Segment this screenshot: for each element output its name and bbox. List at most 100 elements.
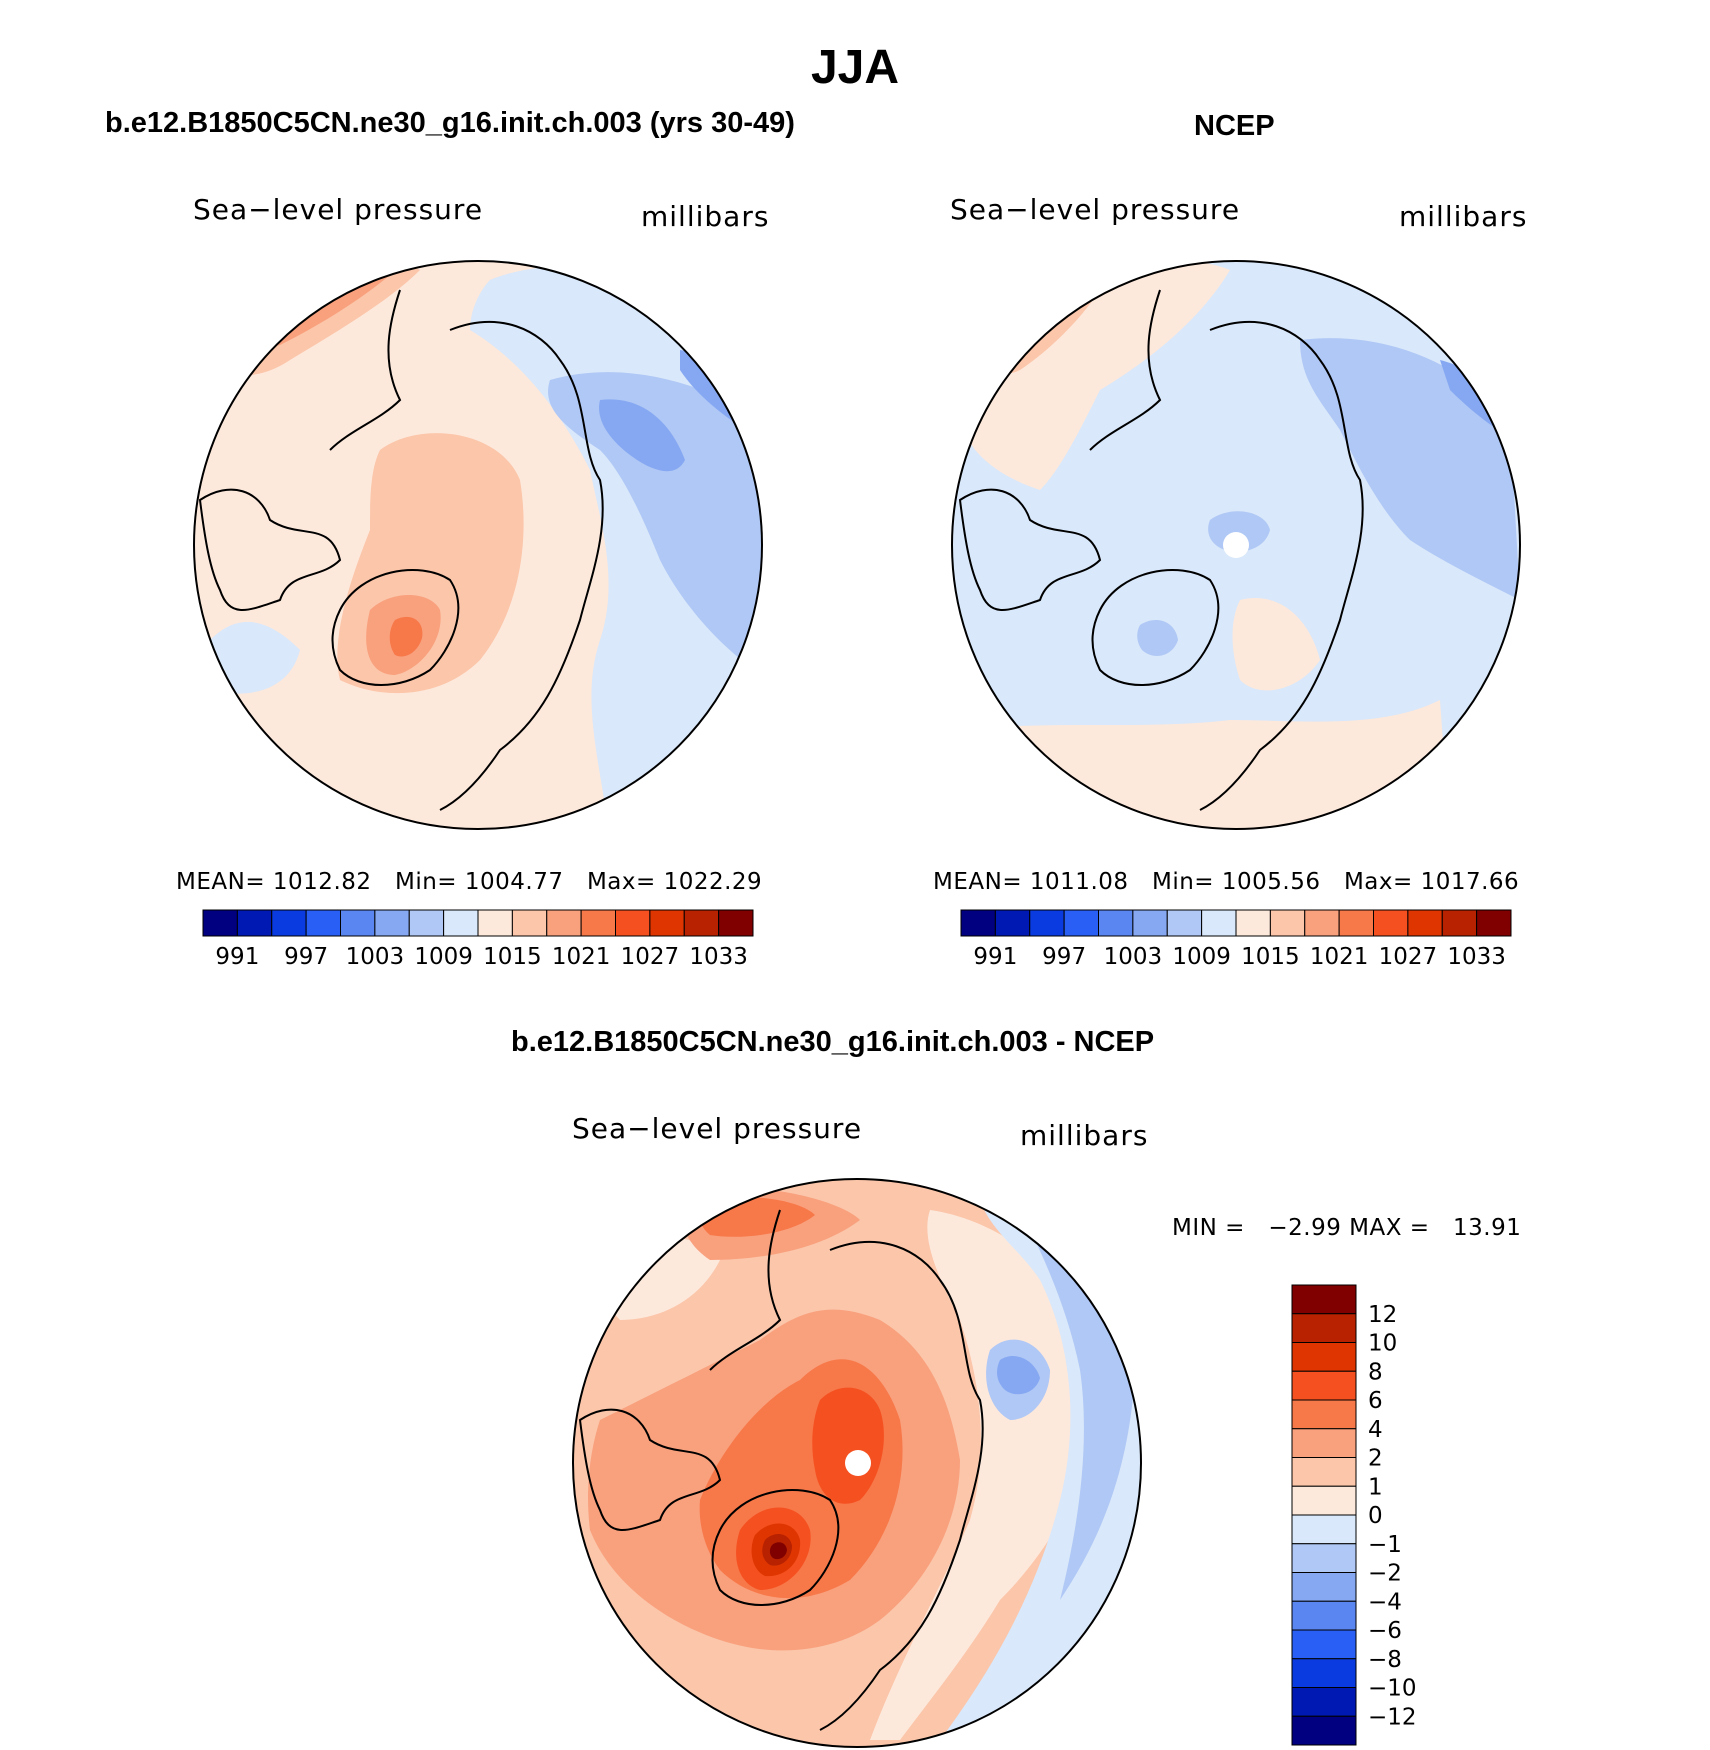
obs-variable-label: Sea−level pressure	[950, 193, 1241, 226]
diff-colorbar-tick-label: −2	[1368, 1561, 1402, 1587]
obs-panel-title: NCEP	[1194, 110, 1275, 142]
obs-colorbar-box-6	[1166, 909, 1203, 937]
diff-colorbar-tick-label: −1	[1368, 1532, 1402, 1558]
obs-mean-label: MEAN=	[933, 869, 1023, 895]
diff-colorbar-tick-label: 12	[1368, 1302, 1397, 1328]
diff-coastline-alaska	[709, 1209, 782, 1371]
diff-max-value: 13.91	[1453, 1215, 1522, 1241]
obs-colorbar-box-7	[1201, 909, 1237, 937]
obs-colorbar-box-13	[1407, 909, 1443, 937]
model-panel-title: b.e12.B1850C5CN.ne30_g16.init.ch.003 (yr…	[105, 107, 795, 139]
model-colorbar-box-6	[408, 909, 445, 937]
figure-title: JJA	[810, 41, 900, 94]
obs-colorbar-box-2	[1029, 909, 1065, 937]
diff-colorbar-tick-label: 6	[1368, 1388, 1383, 1414]
model-coastline-canada	[198, 488, 342, 611]
diff-colorbar-tick-label: 0	[1368, 1503, 1383, 1529]
obs-colorbar-box-11	[1338, 909, 1374, 937]
diff-coastline-canada	[578, 1408, 722, 1531]
model-colorbar-box-0	[202, 909, 238, 937]
model-stats: MEAN= 1012.82 Min= 1004.77 Max= 1022.29	[176, 869, 762, 895]
model-colorbar-tick-label: 991	[215, 944, 259, 970]
model-colorbar-tick-label: 1003	[346, 944, 405, 970]
obs-colorbar-tick-label: 1015	[1241, 944, 1300, 970]
model-field-1009-hudson	[210, 621, 300, 694]
model-colorbar-tick-label: 997	[284, 944, 328, 970]
model-field-1006-east	[548, 372, 762, 680]
diff-colorbar-tick-label: 2	[1368, 1446, 1383, 1472]
obs-stats: MEAN= 1011.08 Min= 1005.56 Max= 1017.66	[933, 869, 1519, 895]
diff-panel-title: b.e12.B1850C5CN.ne30_g16.init.ch.003 - N…	[511, 1026, 1155, 1058]
diff-field-12-greenland	[769, 1542, 787, 1560]
model-min-label: Min=	[394, 869, 458, 895]
obs-colorbar-tick-label: 1033	[1447, 944, 1506, 970]
diff-colorbar-box-15	[1291, 1715, 1357, 1746]
diff-map-border	[572, 1178, 1142, 1748]
model-mean-value: 1012.82	[272, 869, 372, 895]
model-colorbar-tick-label: 1015	[483, 944, 542, 970]
model-colorbar-box-4	[340, 909, 376, 937]
diff-field-6	[812, 1387, 884, 1504]
diff-colorbar-tick-label: −10	[1368, 1676, 1417, 1702]
obs-min-value: 1005.56	[1221, 869, 1321, 895]
diff-colorbar-box-0	[1291, 1284, 1357, 1315]
obs-colorbar-box-8	[1235, 909, 1271, 937]
obs-mean-value: 1011.08	[1029, 869, 1129, 895]
model-colorbar-box-1	[236, 909, 273, 937]
model-field-1021-greenland	[389, 616, 423, 657]
diff-colorbar-box-14	[1291, 1687, 1357, 1717]
diff-colorbar-box-9	[1291, 1543, 1357, 1573]
diff-colorbar-tick-label: −8	[1368, 1647, 1402, 1673]
model-colorbar-box-12	[615, 909, 651, 937]
diff-colorbar-tick-label: −4	[1368, 1589, 1402, 1615]
obs-colorbar-box-10	[1304, 909, 1340, 937]
model-mean-label: MEAN=	[176, 869, 266, 895]
diff-min-label: MIN =	[1172, 1215, 1245, 1241]
model-max-label: Max=	[586, 869, 656, 895]
diff-colorbar-box-5	[1291, 1428, 1357, 1458]
diff-field-neg4-siberia	[997, 1356, 1040, 1395]
model-colorbar-box-8	[477, 909, 513, 937]
diff-colorbar-tick-label: −6	[1368, 1618, 1402, 1644]
diff-colorbar-tick-label: 10	[1368, 1331, 1397, 1357]
obs-missing-pole	[1223, 532, 1249, 558]
obs-max-value: 1017.66	[1420, 869, 1520, 895]
obs-colorbar-tick-label: 1021	[1310, 944, 1369, 970]
obs-colorbar-box-14	[1441, 909, 1478, 937]
model-colorbar-box-10	[546, 909, 582, 937]
obs-field-1012-europe	[1232, 598, 1320, 691]
model-units-label: millibars	[641, 200, 770, 233]
obs-colorbar-box-4	[1098, 909, 1134, 937]
diff-min-value: −2.99	[1268, 1215, 1342, 1241]
model-colorbar-box-7	[443, 909, 479, 937]
obs-colorbar: 991 997 1003 1009 1015 1021 1027 1033	[960, 909, 1512, 970]
diff-units-label: millibars	[1020, 1119, 1149, 1152]
model-map-border	[193, 260, 763, 830]
obs-colorbar-tick-label: 991	[973, 944, 1017, 970]
obs-colorbar-tick-label: 1003	[1104, 944, 1163, 970]
diff-colorbar-box-4	[1291, 1399, 1357, 1430]
diff-colorbar-box-10	[1291, 1572, 1357, 1602]
obs-coastline-greenland	[1091, 569, 1220, 686]
model-colorbar-box-13	[649, 909, 685, 937]
diff-colorbar-tick-label: 4	[1368, 1417, 1383, 1443]
obs-colorbar-tick-label: 997	[1042, 944, 1086, 970]
obs-colorbar-box-1	[994, 909, 1031, 937]
diff-colorbar-box-11	[1291, 1600, 1357, 1631]
obs-colorbar-box-5	[1132, 909, 1168, 937]
model-colorbar-box-3	[305, 909, 341, 937]
obs-colorbar-box-0	[960, 909, 996, 937]
model-colorbar-box-2	[271, 909, 307, 937]
diff-variable-label: Sea−level pressure	[572, 1112, 863, 1145]
obs-colorbar-box-15	[1476, 909, 1512, 937]
diff-colorbar-tick-label: 1	[1368, 1474, 1383, 1500]
model-max-value: 1022.29	[663, 869, 763, 895]
diff-colorbar-box-6	[1291, 1457, 1357, 1487]
model-colorbar-tick-label: 1033	[689, 944, 748, 970]
obs-max-label: Max=	[1343, 869, 1413, 895]
diff-coastline-greenland	[711, 1489, 840, 1606]
model-colorbar-tick-label: 1021	[552, 944, 611, 970]
obs-colorbar-box-3	[1063, 909, 1099, 937]
